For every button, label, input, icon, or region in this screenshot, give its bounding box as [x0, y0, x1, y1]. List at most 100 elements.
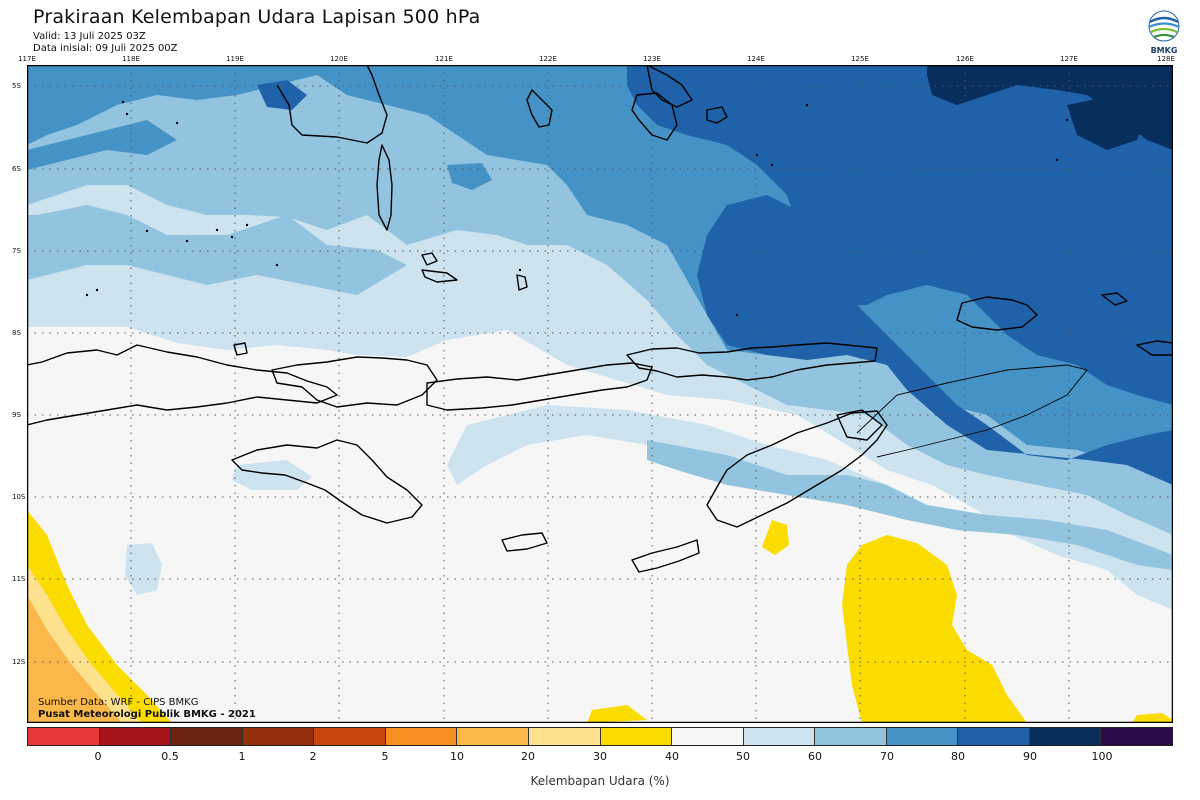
colorbar-tick: 50 [736, 750, 750, 763]
colorbar-segment [886, 728, 959, 745]
coastline-flores-sea-north [631, 92, 678, 141]
coastline-timor [706, 410, 888, 528]
colorbar-segment [672, 728, 744, 745]
colorbar-segment [1029, 728, 1102, 745]
colorbar-tick: 60 [808, 750, 822, 763]
coastline-rote [631, 539, 700, 573]
colorbar-tick: 0.5 [161, 750, 179, 763]
coastline-sumbawa [271, 356, 438, 408]
lat-label: 5S [12, 82, 21, 90]
coastline-alor [626, 342, 878, 381]
colorbar-tick: 70 [880, 750, 894, 763]
colorbar-tick: 40 [665, 750, 679, 763]
maritime-boundary [856, 364, 1088, 458]
colorbar-segment [385, 728, 458, 745]
coastline-west-islands [27, 344, 338, 426]
coastline-bonerate [421, 269, 458, 283]
rh-field-20 [27, 595, 122, 723]
coastline-wetar [956, 296, 1038, 331]
lon-label: 117E [18, 55, 36, 63]
lon-label: 123E [643, 55, 661, 63]
colorbar-tick: 20 [521, 750, 535, 763]
coastlines [27, 65, 1173, 573]
colorbar-segment [28, 728, 100, 745]
colorbar-segment [743, 728, 816, 745]
lon-label: 122E [539, 55, 557, 63]
coastline-islet-b [233, 342, 248, 356]
coastline-kalao [421, 252, 438, 266]
coastline-island-a [706, 106, 728, 124]
rh-field-40 [587, 705, 647, 723]
map-title: Prakiraan Kelembapan Udara Lapisan 500 h… [33, 6, 481, 28]
coastline-buton [526, 89, 553, 128]
coastline-timor-east [836, 409, 883, 441]
rh-field-90 [257, 80, 307, 110]
coastline-kisar-east [1136, 340, 1173, 356]
rh-field-90 [627, 65, 1173, 405]
rh-field-40 [842, 535, 1027, 723]
colorbar-segment [457, 728, 529, 745]
rh-field-100 [1067, 95, 1147, 150]
rh-field-60 [232, 460, 312, 490]
colorbar-tick: 10 [450, 750, 464, 763]
coastline-selayar [376, 144, 393, 231]
initial-time: Data inisial: 09 Juli 2025 00Z [33, 43, 178, 54]
lat-label: 11S [12, 575, 26, 583]
lon-label: 127E [1060, 55, 1078, 63]
lon-label: 120E [330, 55, 348, 63]
colorbar-tick: 0 [94, 750, 102, 763]
colorbar-tick: 80 [951, 750, 965, 763]
colorbar-tick: 100 [1091, 750, 1113, 763]
lat-label: 9S [12, 411, 21, 419]
colorbar-tick: 30 [593, 750, 607, 763]
coastline-sabalana [516, 274, 528, 291]
rh-field-70 [647, 440, 1173, 570]
colorbar-segment [171, 728, 243, 745]
rh-field-80 [27, 120, 177, 170]
lon-label: 125E [851, 55, 869, 63]
colorbar-tick: 1 [238, 750, 246, 763]
colorbar-segment [528, 728, 601, 745]
rh-field-40 [762, 520, 789, 555]
colorbar-tick: 5 [381, 750, 389, 763]
colorbar-segment [242, 728, 315, 745]
rh-field-40 [1132, 713, 1173, 723]
lon-label: 124E [747, 55, 765, 63]
lat-label: 12S [12, 658, 26, 666]
source-credit: Sumber Data: WRF - CIPS BMKG [38, 697, 199, 708]
lon-label: 126E [956, 55, 974, 63]
graticule [27, 65, 1173, 723]
humidity-map [27, 65, 1173, 723]
lat-label: 8S [12, 329, 21, 337]
coastline-sulawesi-south [276, 65, 388, 144]
coastline-sawu [501, 532, 548, 552]
lat-label: 6S [12, 165, 21, 173]
center-credit: Pusat Meteorologi Publik BMKG - 2021 [38, 709, 256, 720]
coastline-sumba [231, 439, 423, 524]
colorbar-tick: 90 [1023, 750, 1037, 763]
bmkg-logo-icon: BMKG [1148, 10, 1180, 55]
rh-field-80 [447, 163, 492, 190]
colorbar-segment [314, 728, 386, 745]
lon-label: 118E [122, 55, 140, 63]
coastline-maumere-north [1101, 292, 1128, 306]
colorbar-label: Kelembapan Udara (%) [530, 774, 670, 788]
coastline-muna [646, 65, 693, 108]
colorbar [27, 727, 1173, 746]
lat-label: 7S [12, 247, 21, 255]
colorbar-segment [1101, 728, 1172, 745]
lon-label: 128E [1157, 55, 1175, 63]
colorbar-segment [600, 728, 673, 745]
colorbar-segment [99, 728, 172, 745]
lat-label: 10S [12, 493, 26, 501]
lon-label: 119E [226, 55, 244, 63]
colorbar-segment [815, 728, 887, 745]
valid-time: Valid: 13 Juli 2025 03Z [33, 31, 146, 42]
coastline-flores [426, 362, 653, 411]
rh-field-90 [697, 195, 1173, 485]
logo-text: BMKG [1151, 46, 1178, 55]
colorbar-segment [958, 728, 1030, 745]
lon-label: 121E [435, 55, 453, 63]
rh-field-60 [125, 543, 162, 595]
rh-field-70 [27, 205, 407, 295]
